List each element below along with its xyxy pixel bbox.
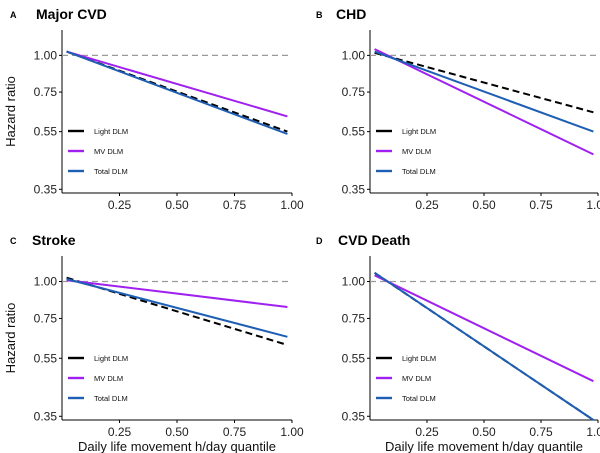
panel-c-y-tick-label: 0.55 bbox=[34, 351, 58, 365]
panel-d-y-tick-label: 0.35 bbox=[342, 409, 366, 423]
panel-d-x-axis-title: Daily life movement h/day quantile bbox=[385, 439, 583, 453]
panel-a-title: Major CVD bbox=[36, 6, 107, 22]
panel-b-legend-label-light-dlm: Light DLM bbox=[402, 127, 436, 136]
panel-a-series-mv-dlm bbox=[66, 50, 288, 118]
panel-b-y-tick-label: 0.75 bbox=[342, 85, 366, 99]
panel-b-series-light-dlm bbox=[374, 51, 594, 114]
panel-b-x-tick-label: 0.75 bbox=[529, 198, 553, 212]
panel-c-y-tick-label: 0.35 bbox=[34, 409, 58, 423]
panel-a-x-tick-label: 0.50 bbox=[165, 198, 189, 212]
panel-b-x-tick-label: 0.25 bbox=[415, 198, 439, 212]
panel-b-series-mv-dlm bbox=[374, 48, 594, 156]
panel-c-series-total-dlm bbox=[66, 278, 288, 338]
panel-a-legend-label-total-dlm: Total DLM bbox=[94, 167, 128, 176]
panel-d-x-tick-label: 1.00 bbox=[586, 425, 600, 439]
panel-c-x-axis-title: Daily life movement h/day quantile bbox=[78, 439, 276, 453]
panel-d-legend-label-light-dlm: Light DLM bbox=[402, 354, 436, 363]
panel-a-legend-label-light-dlm: Light DLM bbox=[94, 127, 128, 136]
panel-d-y-tick-label: 0.75 bbox=[342, 311, 366, 325]
panel-b-y-tick-label: 0.55 bbox=[342, 125, 366, 139]
panel-a-x-tick-label: 0.75 bbox=[223, 198, 247, 212]
panel-c-legend-label-light-dlm: Light DLM bbox=[94, 354, 128, 363]
panel-d-series-total-dlm bbox=[374, 271, 594, 421]
panel-d-letter: D bbox=[316, 236, 323, 246]
panel-a-y-tick-label: 1.00 bbox=[34, 48, 58, 62]
panel-a-series-total-dlm bbox=[66, 50, 288, 135]
panel-c-series-mv-dlm bbox=[66, 279, 288, 308]
panel-b-legend-label-total-dlm: Total DLM bbox=[402, 167, 436, 176]
panel-c-title: Stroke bbox=[32, 232, 76, 248]
panel-b-series-total-dlm bbox=[374, 50, 594, 133]
panel-a-y-tick-label: 0.35 bbox=[34, 182, 58, 196]
panel-b-x-tick-label: 0.50 bbox=[472, 198, 496, 212]
panel-b-title: CHD bbox=[336, 6, 366, 22]
panel-d-series-mv-dlm bbox=[374, 274, 594, 383]
panel-a-y-tick-label: 0.75 bbox=[34, 85, 58, 99]
panel-c-letter: C bbox=[10, 236, 17, 246]
panel-c-y-tick-label: 0.75 bbox=[34, 311, 58, 325]
panel-b-letter: B bbox=[316, 10, 323, 20]
panel-a-letter: A bbox=[10, 10, 17, 20]
panel-d-x-tick-label: 0.50 bbox=[472, 425, 496, 439]
panel-b-y-tick-label: 0.35 bbox=[342, 182, 366, 196]
panel-d-y-tick-label: 0.55 bbox=[342, 351, 366, 365]
panel-c-legend-label-total-dlm: Total DLM bbox=[94, 394, 128, 403]
panel-d-title: CVD Death bbox=[338, 232, 410, 248]
panel-a-x-tick-label: 0.25 bbox=[108, 198, 132, 212]
panel-a-x-tick-label: 1.00 bbox=[280, 198, 304, 212]
panel-c-legend-label-mv-dlm: MV DLM bbox=[94, 374, 123, 383]
panel-d-y-tick-label: 1.00 bbox=[342, 275, 366, 289]
panel-c-x-tick-label: 0.50 bbox=[165, 425, 189, 439]
panel-c-x-tick-label: 0.25 bbox=[108, 425, 132, 439]
panel-d-x-tick-label: 0.25 bbox=[415, 425, 439, 439]
panel-d-legend-label-total-dlm: Total DLM bbox=[402, 394, 436, 403]
panel-a-y-axis-title: Hazard ratio bbox=[3, 76, 18, 147]
panel-c-y-axis-title: Hazard ratio bbox=[3, 303, 18, 374]
panel-a-legend-label-mv-dlm: MV DLM bbox=[94, 147, 123, 156]
panel-a-y-tick-label: 0.55 bbox=[34, 125, 58, 139]
panel-b-legend-label-mv-dlm: MV DLM bbox=[402, 147, 431, 156]
panel-b-x-tick-label: 1.00 bbox=[586, 198, 600, 212]
panel-d-legend-label-mv-dlm: MV DLM bbox=[402, 374, 431, 383]
panel-c-x-tick-label: 1.00 bbox=[280, 425, 304, 439]
panel-b-y-tick-label: 1.00 bbox=[342, 48, 366, 62]
panel-d-x-tick-label: 0.75 bbox=[529, 425, 553, 439]
panel-c-x-tick-label: 0.75 bbox=[223, 425, 247, 439]
panel-c-y-tick-label: 1.00 bbox=[34, 275, 58, 289]
